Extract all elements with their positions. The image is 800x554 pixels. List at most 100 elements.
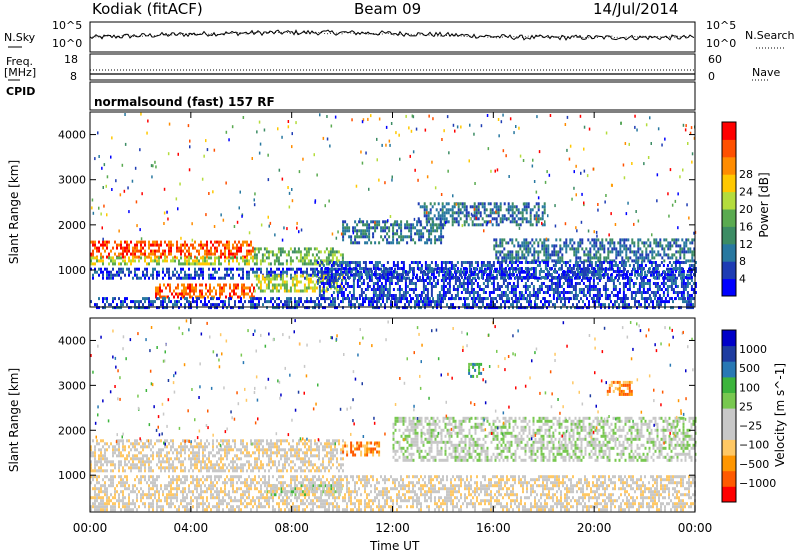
- power-cell: [491, 208, 494, 212]
- power-cell: [583, 169, 586, 173]
- power-cell: [90, 240, 92, 244]
- power-cell: [547, 259, 550, 263]
- power-cell: [560, 291, 563, 294]
- power-cell: [166, 270, 168, 274]
- power-cell: [91, 198, 94, 202]
- power-cell: [568, 300, 570, 304]
- power-cell: [162, 252, 164, 256]
- power-cell: [116, 303, 118, 307]
- power-cell: [318, 288, 321, 291]
- power-cell: [128, 267, 130, 271]
- power-cell: [609, 250, 612, 254]
- power-cell: [654, 261, 657, 264]
- power-cell: [374, 276, 377, 279]
- power-cell: [396, 238, 399, 242]
- power-cell: [408, 229, 411, 233]
- power-cell: [636, 291, 639, 294]
- power-cell: [453, 217, 456, 221]
- power-cell: [594, 261, 597, 264]
- power-cell: [636, 270, 639, 273]
- power-cell: [437, 217, 440, 221]
- power-cell: [498, 267, 501, 270]
- power-cell: [637, 247, 640, 251]
- power-cell: [285, 286, 288, 290]
- power-cell: [191, 238, 194, 242]
- power-cell: [103, 163, 106, 167]
- power-cell: [558, 273, 560, 277]
- power-cell: [537, 220, 540, 224]
- power-cell: [483, 211, 486, 215]
- power-cell: [254, 303, 256, 307]
- power-cell: [102, 306, 104, 310]
- power-cell: [468, 282, 471, 285]
- power-cell: [586, 273, 589, 276]
- power-cell: [676, 261, 679, 264]
- power-cell: [552, 288, 555, 291]
- power-cell: [384, 273, 387, 276]
- power-cell: [686, 303, 688, 307]
- power-cell: [568, 270, 571, 273]
- power-cell: [680, 261, 683, 264]
- power-cell: [445, 208, 448, 212]
- power-cell: [208, 192, 210, 195]
- power-cell: [226, 256, 228, 260]
- power-cell: [427, 217, 430, 221]
- power-cell: [444, 267, 447, 270]
- power-cell: [650, 264, 653, 267]
- power-cell: [234, 246, 236, 250]
- power-cell: [524, 285, 527, 288]
- power-cell: [612, 306, 614, 310]
- power-cell: [378, 241, 381, 245]
- power-cell: [608, 279, 611, 282]
- power-cell: [661, 256, 664, 260]
- power-cell: [428, 238, 431, 242]
- power-cell: [462, 288, 465, 291]
- power-cell: [511, 211, 514, 215]
- power-cell: [224, 246, 226, 250]
- power-cell: [687, 259, 690, 263]
- power-cell: [184, 246, 186, 250]
- power-cell: [400, 220, 403, 224]
- power-cell: [482, 270, 485, 273]
- power-cell: [506, 282, 509, 285]
- power-cell: [306, 306, 308, 310]
- power-cell: [552, 282, 555, 285]
- power-cell: [487, 220, 490, 224]
- power-cell: [294, 297, 296, 301]
- power-cell: [112, 256, 114, 260]
- power-cell: [626, 288, 629, 291]
- power-cell: [198, 297, 200, 301]
- power-cell: [690, 303, 692, 307]
- power-cell: [481, 202, 484, 206]
- power-cell: [261, 253, 264, 257]
- power-cell: [352, 282, 355, 285]
- power-cell: [315, 286, 318, 290]
- power-cell: [158, 306, 160, 310]
- power-cell: [128, 246, 130, 250]
- power-cell: [515, 253, 518, 257]
- power-cell: [299, 256, 302, 260]
- power-cell: [440, 193, 443, 196]
- power-cell: [519, 211, 522, 215]
- power-cell: [120, 256, 122, 260]
- power-cell: [543, 241, 546, 245]
- power-cell: [530, 306, 532, 310]
- power-cell: [384, 303, 386, 307]
- power-cell: [507, 217, 510, 221]
- power-cell: [238, 267, 240, 271]
- power-cell: [680, 306, 682, 310]
- power-cell: [577, 244, 580, 248]
- power-cell: [492, 264, 495, 267]
- power-cell: [609, 241, 612, 245]
- power-cell: [198, 267, 200, 271]
- power-cell: [272, 270, 274, 274]
- power-cell: [402, 276, 405, 279]
- power-cell: [675, 259, 678, 263]
- power-cell: [298, 303, 300, 307]
- power-cell: [495, 208, 498, 212]
- power-cell: [569, 259, 572, 263]
- power-cell: [504, 279, 507, 282]
- power-cell: [474, 303, 476, 307]
- power-cell: [322, 136, 325, 140]
- power-cell: [386, 279, 389, 282]
